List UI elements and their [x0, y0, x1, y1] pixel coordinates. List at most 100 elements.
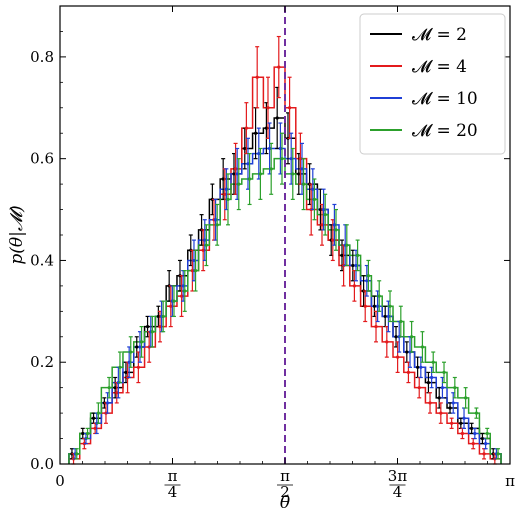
errorbar	[265, 76, 270, 139]
errorbar	[191, 239, 196, 282]
errorbar	[299, 142, 304, 195]
errorbar	[312, 178, 317, 221]
errorbar	[182, 270, 187, 312]
errorbar	[145, 315, 150, 338]
errorbar	[171, 285, 176, 318]
y-tick-label: 0.8	[30, 48, 54, 66]
errorbar	[332, 203, 337, 246]
errorbar	[298, 132, 303, 185]
errorbar	[139, 326, 144, 358]
x-tick-label: π2	[277, 467, 293, 501]
errorbar	[442, 361, 447, 384]
x-tick-label: 3π4	[388, 467, 408, 501]
errorbar	[201, 229, 206, 272]
errorbar	[107, 376, 112, 399]
errorbar	[245, 137, 250, 190]
errorbar	[247, 152, 252, 206]
svg-text:4: 4	[168, 483, 178, 501]
errorbar	[350, 249, 355, 282]
errorbar	[233, 142, 238, 195]
errorbar	[483, 437, 488, 450]
svg-text:4: 4	[393, 483, 403, 501]
errorbar	[395, 341, 400, 373]
errorbar	[366, 259, 371, 292]
errorbar	[117, 351, 122, 384]
legend-label: 𝓜 = 20	[412, 121, 478, 141]
errorbar	[485, 427, 490, 440]
x-tick-label: π4	[164, 467, 181, 501]
y-tick-label: 0.0	[30, 455, 54, 473]
x-axis-label: θ	[280, 493, 290, 513]
errorbar	[215, 203, 220, 246]
errorbar	[330, 219, 335, 262]
errorbar	[296, 152, 301, 195]
errorbar	[225, 173, 230, 226]
legend-entry-4: 𝓜 = 4	[370, 57, 467, 77]
errorbar	[258, 147, 263, 200]
errorbar	[96, 402, 101, 424]
errorbar	[301, 158, 306, 211]
errorbar	[134, 336, 139, 358]
errorbar	[85, 427, 90, 440]
x-tick-label: 0	[55, 472, 65, 490]
errorbar	[161, 300, 166, 333]
y-tick-label: 0.6	[30, 150, 54, 168]
svg-text:3π: 3π	[388, 467, 408, 485]
errorbar	[480, 432, 485, 445]
errorbar	[334, 208, 339, 251]
errorbar	[438, 402, 443, 424]
errorbar	[290, 147, 295, 200]
errorbar	[386, 300, 391, 333]
legend: 𝓜 = 2 𝓜 = 4 𝓜 = 10 𝓜 = 20	[359, 13, 506, 155]
errorbar	[420, 331, 425, 363]
errorbar	[452, 376, 457, 399]
errorbar	[449, 417, 454, 429]
errorbar	[236, 158, 241, 211]
errorbar	[355, 239, 360, 272]
errorbar	[388, 290, 393, 323]
errorbar	[224, 168, 229, 211]
errorbar	[406, 361, 411, 384]
errorbar	[418, 356, 423, 379]
legend-entry-2: 𝓜 = 2	[370, 25, 467, 45]
errorbar	[264, 102, 269, 155]
legend-label: 𝓜 = 2	[412, 25, 467, 45]
errorbar	[463, 387, 468, 409]
errorbar	[431, 351, 436, 373]
legend-label: 𝓜 = 4	[412, 57, 467, 77]
errorbar	[105, 392, 110, 414]
errorbar	[193, 249, 198, 292]
errorbar	[321, 188, 326, 231]
errorbar	[204, 224, 209, 267]
errorbar	[202, 219, 207, 262]
errorbar	[113, 376, 118, 399]
errorbar	[437, 387, 442, 409]
y-axis-label: p(θ|𝓜)	[7, 205, 27, 264]
y-tick-label: 0.2	[30, 353, 54, 371]
errorbar	[74, 448, 79, 460]
errorbar	[409, 320, 414, 353]
errorbar	[344, 224, 349, 267]
errorbar	[323, 193, 328, 236]
errorbar	[428, 392, 433, 414]
y-tick-label: 0.4	[30, 251, 54, 269]
errorbar	[377, 280, 382, 312]
errorbar	[128, 336, 133, 368]
legend-entry-10: 𝓜 = 10	[370, 89, 478, 109]
svg-text:π: π	[280, 467, 290, 485]
svg-text:π: π	[168, 467, 178, 485]
errorbar	[279, 132, 284, 185]
errorbar	[150, 315, 155, 348]
errorbar	[440, 376, 445, 399]
errorbar	[474, 407, 479, 419]
errorbar	[221, 158, 226, 200]
errorbar	[472, 427, 477, 440]
legend-entry-20: 𝓜 = 20	[370, 121, 478, 141]
errorbar	[354, 249, 359, 282]
errorbar	[496, 448, 501, 460]
x-tick-label: π	[505, 472, 515, 490]
errorbar	[255, 46, 260, 109]
errorbar	[157, 310, 162, 343]
